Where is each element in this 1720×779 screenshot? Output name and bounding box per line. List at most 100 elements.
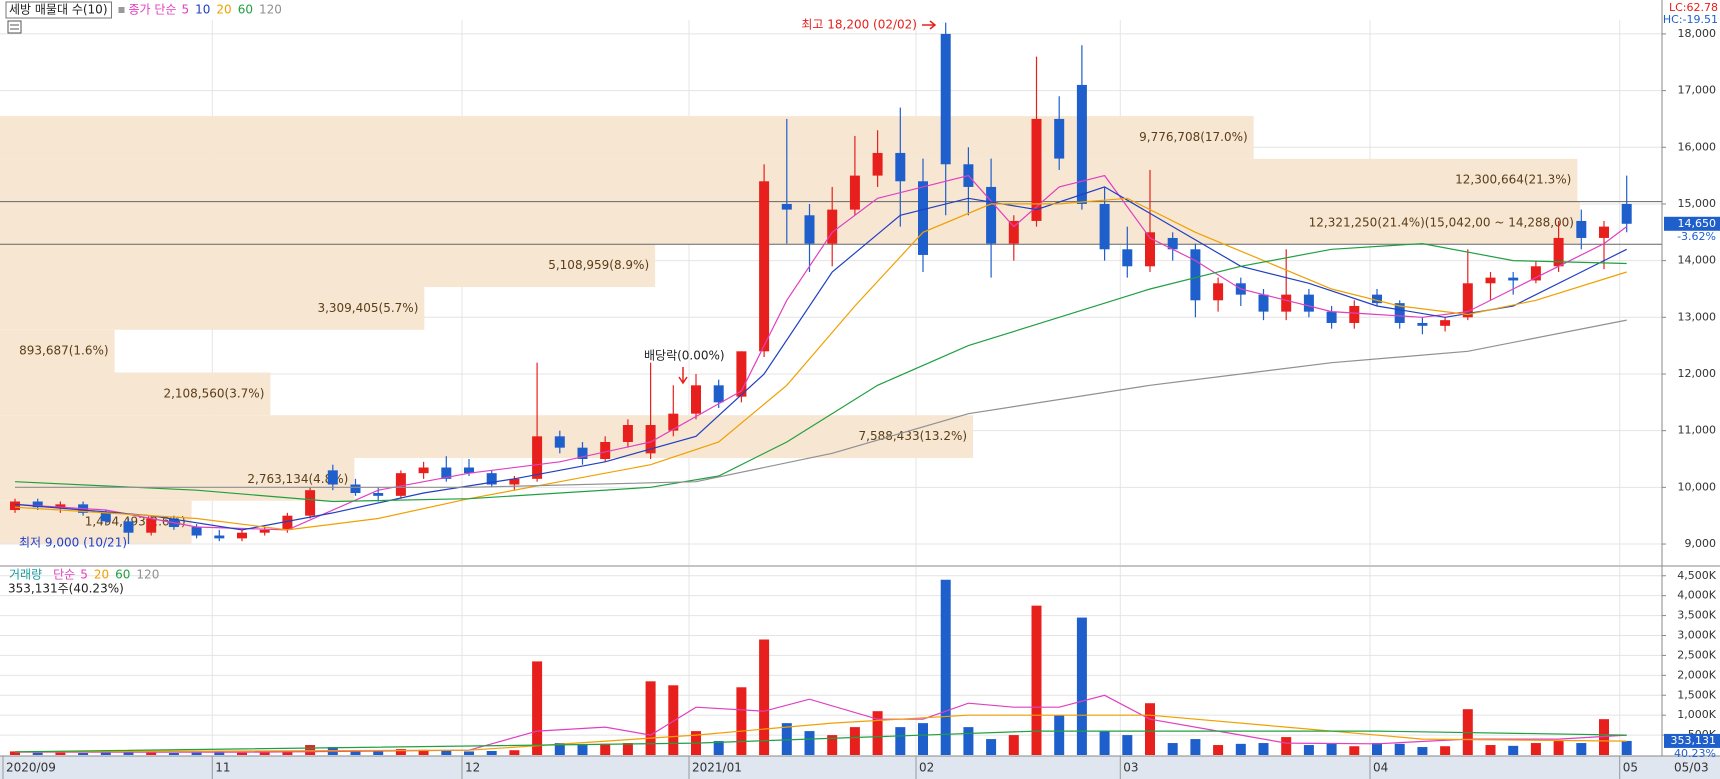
volume-bar — [78, 753, 89, 755]
volume-bar — [373, 751, 384, 755]
candle-body — [804, 215, 815, 244]
volume-bar — [1099, 731, 1110, 755]
candle-body — [1599, 226, 1609, 238]
volume-bar — [350, 750, 361, 755]
volume-band — [0, 158, 1578, 202]
x-tick-label: 12 — [465, 761, 480, 775]
candle-body — [1326, 311, 1337, 323]
candle-body — [123, 521, 134, 533]
volume-bar — [1394, 743, 1405, 755]
x-tick-label: 03 — [1123, 761, 1138, 775]
candle-body — [509, 478, 520, 485]
background-layer — [0, 20, 1662, 755]
y-tick-label: 3,500K — [1677, 609, 1716, 622]
volume-bar — [577, 745, 588, 755]
y-tick-label: 16,000 — [1678, 140, 1717, 153]
candle-body — [1485, 277, 1496, 284]
volume-bar — [668, 685, 679, 755]
volume-bar — [918, 723, 928, 755]
volume-bar — [32, 752, 43, 755]
candle-body — [1440, 320, 1451, 326]
volume-bar — [736, 687, 747, 755]
volume-bar — [940, 579, 951, 755]
volume-bar — [1122, 735, 1133, 755]
y-tick-label: 17,000 — [1678, 84, 1717, 97]
indicator-label: LC:62.78 — [1669, 1, 1718, 14]
candle-body — [464, 467, 474, 474]
candle-body — [1145, 232, 1155, 267]
candle-body — [305, 490, 316, 516]
candle-body — [918, 181, 928, 255]
candle-body — [1167, 237, 1178, 250]
y-tick-label: 2,000K — [1677, 668, 1716, 681]
candle-body — [895, 152, 906, 182]
candle-body — [759, 181, 770, 352]
candle-body — [668, 413, 679, 431]
volume-band — [0, 329, 115, 373]
volume-bar — [1167, 743, 1178, 755]
volume-bar — [600, 743, 611, 755]
volume-bar — [1576, 743, 1587, 755]
indicator-label: HC:-19.51 — [1663, 13, 1718, 26]
y-tick-label: 1,000K — [1677, 708, 1716, 721]
candle-body — [418, 467, 429, 474]
volume-band-label: 3,309,405(5.7%) — [317, 301, 418, 315]
volume-bar — [963, 727, 974, 755]
candle-body — [191, 527, 202, 536]
volume-bar — [1303, 745, 1314, 755]
candle-body — [1372, 294, 1382, 304]
candle-body — [849, 175, 860, 210]
volume-band-label: 893,687(1.6%) — [19, 344, 108, 358]
settings-icon[interactable] — [7, 20, 22, 34]
candle-body — [32, 501, 43, 508]
y-tick-label: 10,000 — [1678, 480, 1717, 493]
legend-square — [118, 7, 125, 13]
volume-bar — [1213, 745, 1224, 755]
legend-entry: 5 — [182, 3, 190, 17]
candle-body — [282, 515, 293, 530]
candle-body — [1553, 237, 1564, 267]
volume-band — [0, 116, 1254, 159]
volume-bar — [1349, 746, 1360, 755]
volume-band-label: 12,321,250(21.4%)(15,042,00 ~ 14,288,00) — [1309, 215, 1574, 229]
candle-body — [1303, 294, 1314, 312]
volume-band-label: 2,108,560(3.7%) — [163, 386, 264, 400]
x-tick-label: 05 — [1623, 761, 1638, 775]
volume-bar — [1417, 747, 1428, 755]
volume-bar — [1281, 737, 1292, 755]
candle-body — [1530, 266, 1541, 281]
volume-band-label: 9,776,708(17.0%) — [1139, 130, 1248, 144]
candle-body — [373, 493, 384, 496]
current-value-label: 14,650 — [1678, 217, 1717, 230]
volume-bar — [305, 745, 316, 755]
volume-band — [0, 287, 425, 330]
candle-body — [146, 518, 157, 533]
candle-body — [259, 529, 270, 533]
volume-bar — [1190, 739, 1201, 755]
candle-body — [713, 385, 724, 403]
candle-body — [1076, 84, 1087, 204]
volume-band-label: 7,588,433(13.2%) — [859, 429, 968, 443]
candle-body — [395, 473, 406, 496]
y-tick-label: 15,000 — [1678, 197, 1717, 210]
volume-bar — [713, 741, 724, 755]
volume-bar — [1621, 740, 1632, 755]
volume-bar — [1031, 605, 1042, 755]
volume-bar — [827, 735, 838, 755]
volume-bar — [1235, 743, 1246, 755]
volume-band — [0, 244, 656, 288]
volume-bar — [191, 752, 202, 755]
x-tick-label: 2021/01 — [692, 761, 742, 775]
candle-body — [486, 473, 497, 485]
candle-body — [350, 484, 361, 494]
volume-bar — [486, 751, 497, 755]
volume-band — [0, 415, 974, 458]
candle-body — [940, 33, 951, 165]
volume-bar — [464, 751, 474, 755]
candle-body — [1417, 322, 1428, 326]
y-tick-label: 4,500K — [1677, 569, 1716, 582]
low-annotation: 최저 9,000 (10/21) — [19, 536, 127, 550]
dividend-arrow — [678, 367, 688, 385]
